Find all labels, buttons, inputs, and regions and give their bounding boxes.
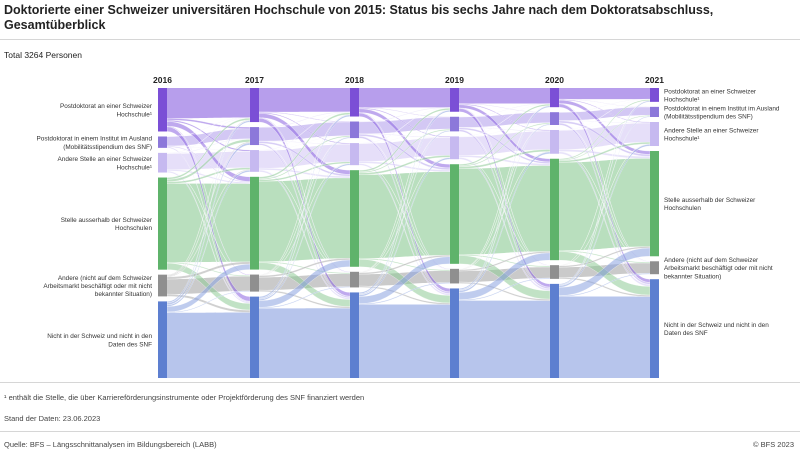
node-2017-postdoc_ch[interactable]	[250, 88, 259, 123]
copyright: © BFS 2023	[753, 440, 794, 449]
node-2018-other_ch[interactable]	[350, 143, 359, 166]
year-label-2018: 2018	[345, 75, 364, 85]
node-2021-outside[interactable]	[650, 151, 659, 257]
node-2018-postdoc_ch[interactable]	[350, 88, 359, 117]
year-label-2017: 2017	[245, 75, 264, 85]
node-2016-postdoc_ch[interactable]	[158, 88, 167, 132]
node-2021-postdoc_ch[interactable]	[650, 88, 659, 102]
node-2016-postdoc_abroad[interactable]	[158, 136, 167, 148]
flow-2020-not_ch-to-not_ch	[559, 296, 650, 378]
status-nodes	[158, 88, 659, 378]
node-2017-other_ch[interactable]	[250, 150, 259, 172]
flow-2020-postdoc_abroad-to-postdoc_abroad	[559, 107, 650, 121]
flow-2018-other_ch-to-other_ch	[359, 137, 450, 162]
node-2020-other_unknown[interactable]	[550, 265, 559, 279]
year-label-2019: 2019	[445, 75, 464, 85]
sankey-chart: 2016 2017 2018 2019 2020 2021 Postdoktorat an…	[37, 75, 780, 378]
flow-2019-not_ch-to-other_ch	[458, 151, 551, 293]
node-2019-other_ch[interactable]	[450, 136, 459, 160]
flow-2018-not_ch-to-not_ch	[359, 304, 450, 378]
node-2018-not_ch[interactable]	[350, 292, 359, 378]
flow-2017-other_ch-to-other_ch	[259, 144, 350, 169]
node-2019-outside[interactable]	[450, 164, 459, 264]
label-left-other_unknown: Andere (nicht auf dem Schweizer Arbeitsma…	[43, 275, 153, 298]
label-right-other_ch: Andere Stelle an einer Schweizer Hochschu…	[664, 127, 759, 142]
chart-title: Doktorierte einer Schweizer universitäre…	[4, 3, 714, 32]
chart-bottom-divider	[0, 382, 800, 383]
node-2019-not_ch[interactable]	[450, 288, 459, 378]
label-right-outside: Stelle ausserhalb der Schweizer Hochschul…	[664, 197, 756, 212]
flow-2019-postdoc_ch-to-postdoc_ch	[459, 88, 550, 104]
year-label-2021: 2021	[645, 75, 664, 85]
year-label-2016: 2016	[153, 75, 172, 85]
node-2017-not_ch[interactable]	[250, 296, 259, 378]
label-left-outside: Stelle ausserhalb der Schweizer Hochschul…	[61, 217, 153, 232]
node-2016-other_ch[interactable]	[158, 152, 167, 173]
node-2021-postdoc_abroad[interactable]	[650, 106, 659, 118]
node-2020-postdoc_abroad[interactable]	[550, 112, 559, 125]
footnote: ¹ enthält die Stelle, die über Karrieref…	[4, 393, 365, 402]
node-2017-postdoc_abroad[interactable]	[250, 127, 259, 146]
flow-links	[166, 88, 651, 378]
flow-2019-not_ch-to-postdoc_ch	[458, 105, 551, 290]
flow-2017-not_ch-to-not_ch	[259, 308, 350, 378]
flow-2019-other_ch-to-other_ch	[459, 131, 550, 156]
flow-2017-not_ch-to-outside	[258, 259, 351, 308]
node-2019-postdoc_ch[interactable]	[450, 88, 459, 112]
category-labels: Postdoktorat an einer Schweizer Hochschul…	[37, 88, 780, 348]
node-2016-outside[interactable]	[158, 177, 167, 270]
flow-2016-postdoc_ch-to-postdoc_ch	[167, 88, 250, 119]
label-right-postdoc_ch: Postdoktorat an einer Schweizer Hochschul…	[664, 88, 757, 103]
label-left-not_ch: Nicht in der Schweiz und nicht in den Dat…	[47, 333, 152, 348]
year-labels: 2016 2017 2018 2019 2020 2021	[153, 75, 664, 85]
flow-2020-other_ch-to-other_ch	[559, 123, 650, 150]
node-2021-other_ch[interactable]	[650, 122, 659, 147]
data-date: Stand der Daten: 23.06.2023	[4, 414, 101, 423]
source-note: Quelle: BFS – Längsschnittanalysen im Bi…	[4, 440, 217, 449]
flow-2019-not_ch-to-postdoc_abroad	[458, 123, 551, 291]
node-2020-postdoc_ch[interactable]	[550, 88, 559, 108]
label-right-not_ch: Nicht in der Schweiz und nicht in den Dat…	[664, 322, 769, 337]
node-2020-outside[interactable]	[550, 158, 559, 261]
flow-2018-not_ch-to-outside	[358, 256, 451, 304]
node-2016-other_unknown[interactable]	[158, 274, 167, 297]
node-2019-postdoc_abroad[interactable]	[450, 116, 459, 132]
flow-2020-not_ch-to-postdoc_ch	[558, 100, 651, 286]
node-2020-other_ch[interactable]	[550, 129, 559, 154]
node-2018-other_unknown[interactable]	[350, 271, 359, 288]
label-right-postdoc_abroad: Postdoktorat in einem Institut im Auslan…	[664, 105, 780, 120]
footer-divider	[0, 431, 800, 432]
label-right-other_unknown: Andere (nicht auf dem Schweizer Arbeitsma…	[664, 257, 773, 280]
node-2017-other_unknown[interactable]	[250, 274, 259, 292]
label-left-postdoc_abroad: Postdoktorat in einem Institut im Auslan…	[37, 136, 153, 151]
node-2019-other_unknown[interactable]	[450, 268, 459, 284]
label-left-postdoc_ch: Postdoktorat an einer Schweizer Hochschul…	[60, 103, 153, 118]
flow-2016-not_ch-to-postdoc_abroad	[166, 142, 251, 306]
node-2020-not_ch[interactable]	[550, 283, 559, 378]
flow-2018-postdoc_ch-to-postdoc_ch	[359, 88, 450, 108]
node-2018-outside[interactable]	[350, 170, 359, 267]
node-2021-not_ch[interactable]	[650, 279, 659, 378]
node-2021-other_unknown[interactable]	[650, 261, 659, 275]
flow-2019-postdoc_abroad-to-postdoc_abroad	[459, 112, 550, 128]
flow-2016-not_ch-to-not_ch	[167, 312, 250, 378]
label-left-other_ch: Andere Stelle an einer Schweizer Hochschu…	[58, 156, 153, 171]
flow-2020-not_ch-to-postdoc_abroad	[558, 116, 651, 286]
chart-subtitle: Total 3264 Personen	[4, 50, 82, 60]
title-divider	[0, 39, 800, 40]
year-label-2020: 2020	[545, 75, 564, 85]
node-2017-outside[interactable]	[250, 176, 259, 270]
flow-2020-postdoc_ch-to-postdoc_ch	[559, 88, 650, 100]
flow-2019-not_ch-to-not_ch	[459, 300, 550, 378]
node-2016-not_ch[interactable]	[158, 301, 167, 378]
node-2018-postdoc_abroad[interactable]	[350, 121, 359, 139]
flow-2017-postdoc_ch-to-postdoc_ch	[259, 88, 350, 112]
